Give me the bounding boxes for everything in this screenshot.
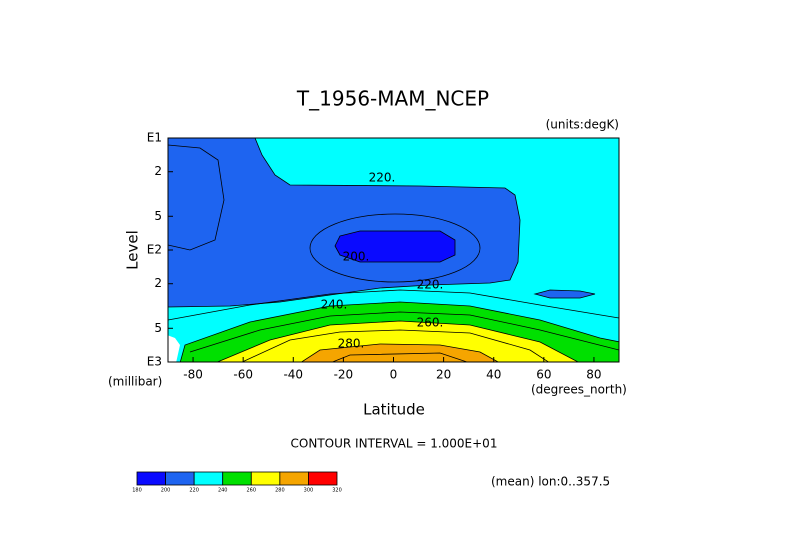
colorbar-label: 240	[218, 488, 228, 494]
contour-fill	[334, 230, 456, 263]
x-tick-label: 40	[486, 368, 501, 382]
plot-area	[168, 138, 619, 362]
contour-label: 240.	[321, 298, 348, 312]
y-tick-label: 5	[154, 321, 162, 335]
y-tick-label: E2	[147, 243, 162, 257]
x-tick-label: 0	[390, 368, 398, 382]
contour-line	[168, 144, 225, 251]
y-tick-label: 2	[154, 164, 162, 178]
colorbar-label: 300	[304, 488, 314, 494]
colorbar-label: 220	[189, 488, 199, 494]
contour-line	[331, 352, 469, 362]
x-axis-label: Latitude	[363, 401, 425, 419]
colorbar-label: 180	[132, 488, 142, 494]
x-tick-label: -20	[334, 368, 354, 382]
contour-label: 200.	[343, 250, 370, 264]
missing-data	[168, 335, 180, 362]
colorbar-label: 260	[247, 488, 257, 494]
contour-line	[168, 289, 619, 321]
colorbar-box	[250, 471, 281, 486]
colorbar-label: 320	[332, 488, 342, 494]
y-unit-label: (millibar)	[108, 375, 162, 389]
contour-label: 280.	[338, 337, 365, 351]
x-tick-label: 80	[586, 368, 601, 382]
contour-fill	[216, 320, 579, 362]
x-tick-label: -60	[233, 368, 253, 382]
chart-title: T_1956-MAM_NCEP	[296, 87, 489, 111]
y-tick-label: 5	[154, 209, 162, 223]
y-tick-label: E3	[147, 355, 162, 369]
colorbar-box	[279, 471, 309, 486]
contour-fill	[300, 343, 500, 362]
contour-line	[309, 213, 481, 283]
colorbar-box	[136, 471, 166, 486]
colorbar-box	[193, 471, 224, 486]
x-tick-label: -80	[183, 368, 203, 382]
contour-label: 220.	[369, 171, 396, 185]
contour-fill	[533, 289, 596, 299]
x-unit-label: (degrees_north)	[531, 383, 627, 397]
colorbar-box	[165, 471, 195, 486]
footer-note: (mean) lon:0..357.5	[491, 475, 610, 489]
contour-interval: CONTOUR INTERVAL = 1.000E+01	[291, 437, 498, 451]
y-tick-label: 2	[154, 276, 162, 290]
y-axis-label: Level	[124, 230, 142, 270]
units-label: (units:degK)	[546, 118, 619, 132]
colorbar-label: 200	[161, 488, 171, 494]
y-tick-label: E1	[147, 131, 162, 145]
contour-line	[241, 329, 550, 362]
colorbar-box	[222, 471, 252, 486]
contour-label: 220.	[417, 278, 444, 292]
x-tick-label: 60	[536, 368, 551, 382]
contour-label: 260.	[417, 316, 444, 330]
colorbar-box	[308, 471, 338, 486]
colorbar-label: 280	[275, 488, 285, 494]
contour-line	[189, 311, 619, 353]
x-tick-label: -40	[283, 368, 303, 382]
x-tick-label: 20	[436, 368, 451, 382]
contour-fill	[168, 138, 521, 308]
